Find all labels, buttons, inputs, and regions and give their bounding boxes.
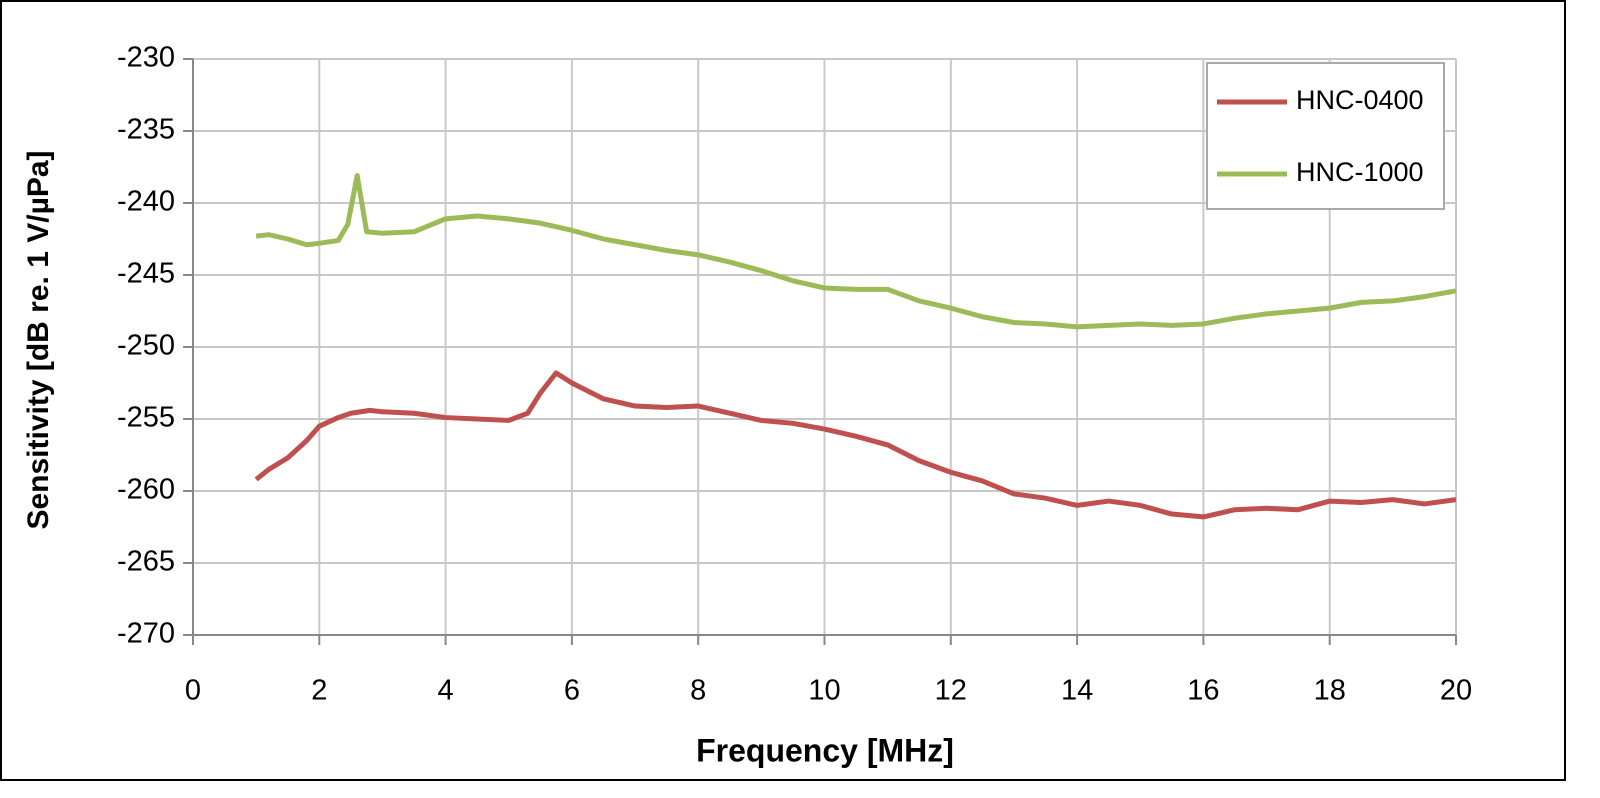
x-tick-label: 18 — [1314, 675, 1346, 707]
x-tick-label: 4 — [438, 675, 454, 707]
y-tick-label: -250 — [117, 330, 175, 362]
x-tick-label: 12 — [935, 675, 967, 707]
y-tick-label: -260 — [117, 474, 175, 506]
x-tick-label: 0 — [185, 675, 201, 707]
series-line — [254, 370, 1457, 520]
legend-box — [1206, 62, 1445, 210]
x-tick-label: 16 — [1187, 675, 1219, 707]
y-tick-label: -265 — [117, 546, 175, 578]
y-tick-label: -240 — [117, 186, 175, 218]
y-tick-label: -245 — [117, 258, 175, 290]
legend-label: HNC-1000 — [1296, 157, 1424, 187]
y-tick-label: -230 — [117, 42, 175, 74]
y-tick-label: -235 — [117, 114, 175, 146]
y-axis-label: Sensitivity [dB re. 1 V/µPa] — [22, 150, 55, 529]
legend-label: HNC-0400 — [1296, 85, 1424, 115]
y-tick-label: -270 — [117, 618, 175, 650]
x-tick-label: 2 — [311, 675, 327, 707]
y-tick-label: -255 — [117, 402, 175, 434]
x-tick-label: 14 — [1061, 675, 1093, 707]
x-tick-label: 6 — [564, 675, 580, 707]
x-tick-label: 20 — [1440, 675, 1472, 707]
x-axis-label: Frequency [MHz] — [696, 732, 954, 768]
series-line — [255, 173, 1457, 330]
x-tick-label: 8 — [690, 675, 706, 707]
x-tick-label: 10 — [808, 675, 840, 707]
